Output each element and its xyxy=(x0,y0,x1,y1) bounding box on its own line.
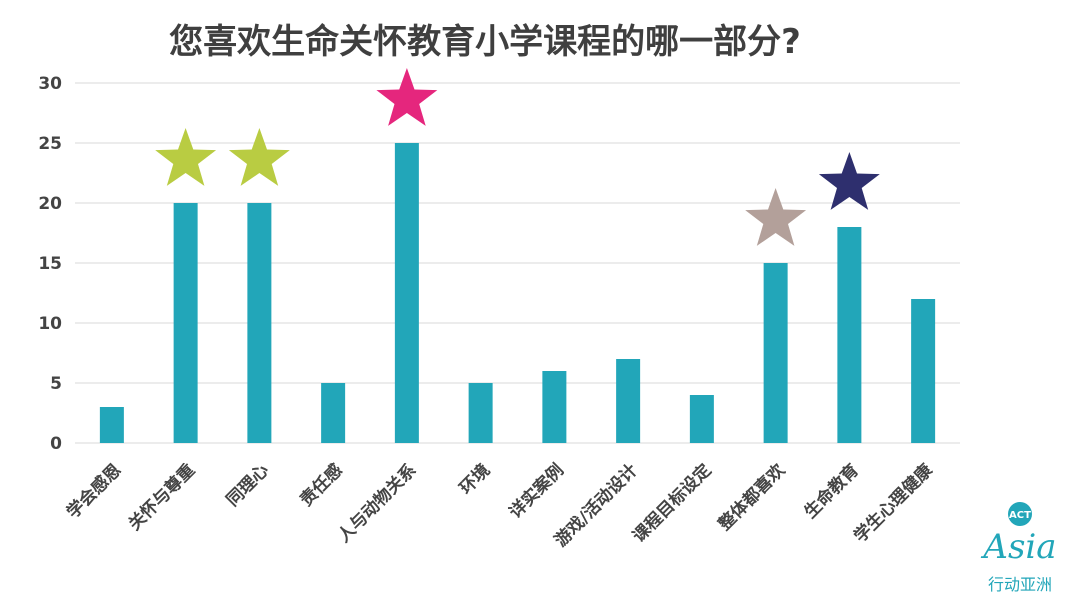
logo-badge xyxy=(1008,502,1032,526)
bar xyxy=(468,383,493,443)
x-tick-label: 学生心理健康 xyxy=(850,459,938,547)
bar xyxy=(247,203,272,443)
star-icon xyxy=(818,152,880,210)
logo-top-text: ACT xyxy=(1009,510,1031,521)
chart-title: 您喜欢生命关怀教育小学课程的哪一部分? xyxy=(169,22,801,62)
bars xyxy=(99,143,936,443)
y-tick-label: 25 xyxy=(38,134,62,154)
y-tick-label: 5 xyxy=(50,374,62,394)
x-tick-label: 人与动物关系 xyxy=(333,460,420,547)
bar xyxy=(837,227,862,443)
x-tick-label: 责任感 xyxy=(296,460,347,511)
logo-main-text: Asia xyxy=(980,527,1056,567)
x-tick-label: 课程目标设定 xyxy=(628,460,715,547)
star-icon xyxy=(155,128,217,186)
bar xyxy=(689,395,714,443)
y-tick-label: 20 xyxy=(38,194,62,214)
bar xyxy=(616,359,641,443)
bar xyxy=(173,203,198,443)
x-tick-label: 学会感恩 xyxy=(62,460,125,523)
y-tick-label: 30 xyxy=(38,74,62,94)
bar xyxy=(542,371,567,443)
logo-sub-text: 行动亚洲 xyxy=(988,575,1052,594)
grid-lines xyxy=(75,82,960,444)
star-icon xyxy=(745,188,807,246)
bar xyxy=(99,407,124,443)
y-axis-ticks: 0 5 10 15 20 25 30 xyxy=(38,74,62,454)
bar xyxy=(321,383,346,443)
y-tick-label: 0 xyxy=(50,434,62,454)
star-icon xyxy=(228,128,290,186)
bar xyxy=(763,263,788,443)
bar xyxy=(911,299,936,443)
x-tick-label: 环境 xyxy=(455,460,494,499)
stars xyxy=(155,68,880,246)
x-tick-label: 关怀与尊重 xyxy=(124,460,199,535)
x-tick-label: 同理心 xyxy=(223,460,273,510)
star-icon xyxy=(376,68,438,126)
bar xyxy=(394,143,419,443)
x-tick-label: 生命教育 xyxy=(800,460,863,523)
y-tick-label: 15 xyxy=(38,254,62,274)
y-tick-label: 10 xyxy=(38,314,62,334)
act-asia-logo: ACT Asia 行动亚洲 xyxy=(980,502,1057,594)
x-tick-label: 详实案例 xyxy=(505,460,568,523)
x-tick-label: 整体都喜欢 xyxy=(714,459,790,535)
